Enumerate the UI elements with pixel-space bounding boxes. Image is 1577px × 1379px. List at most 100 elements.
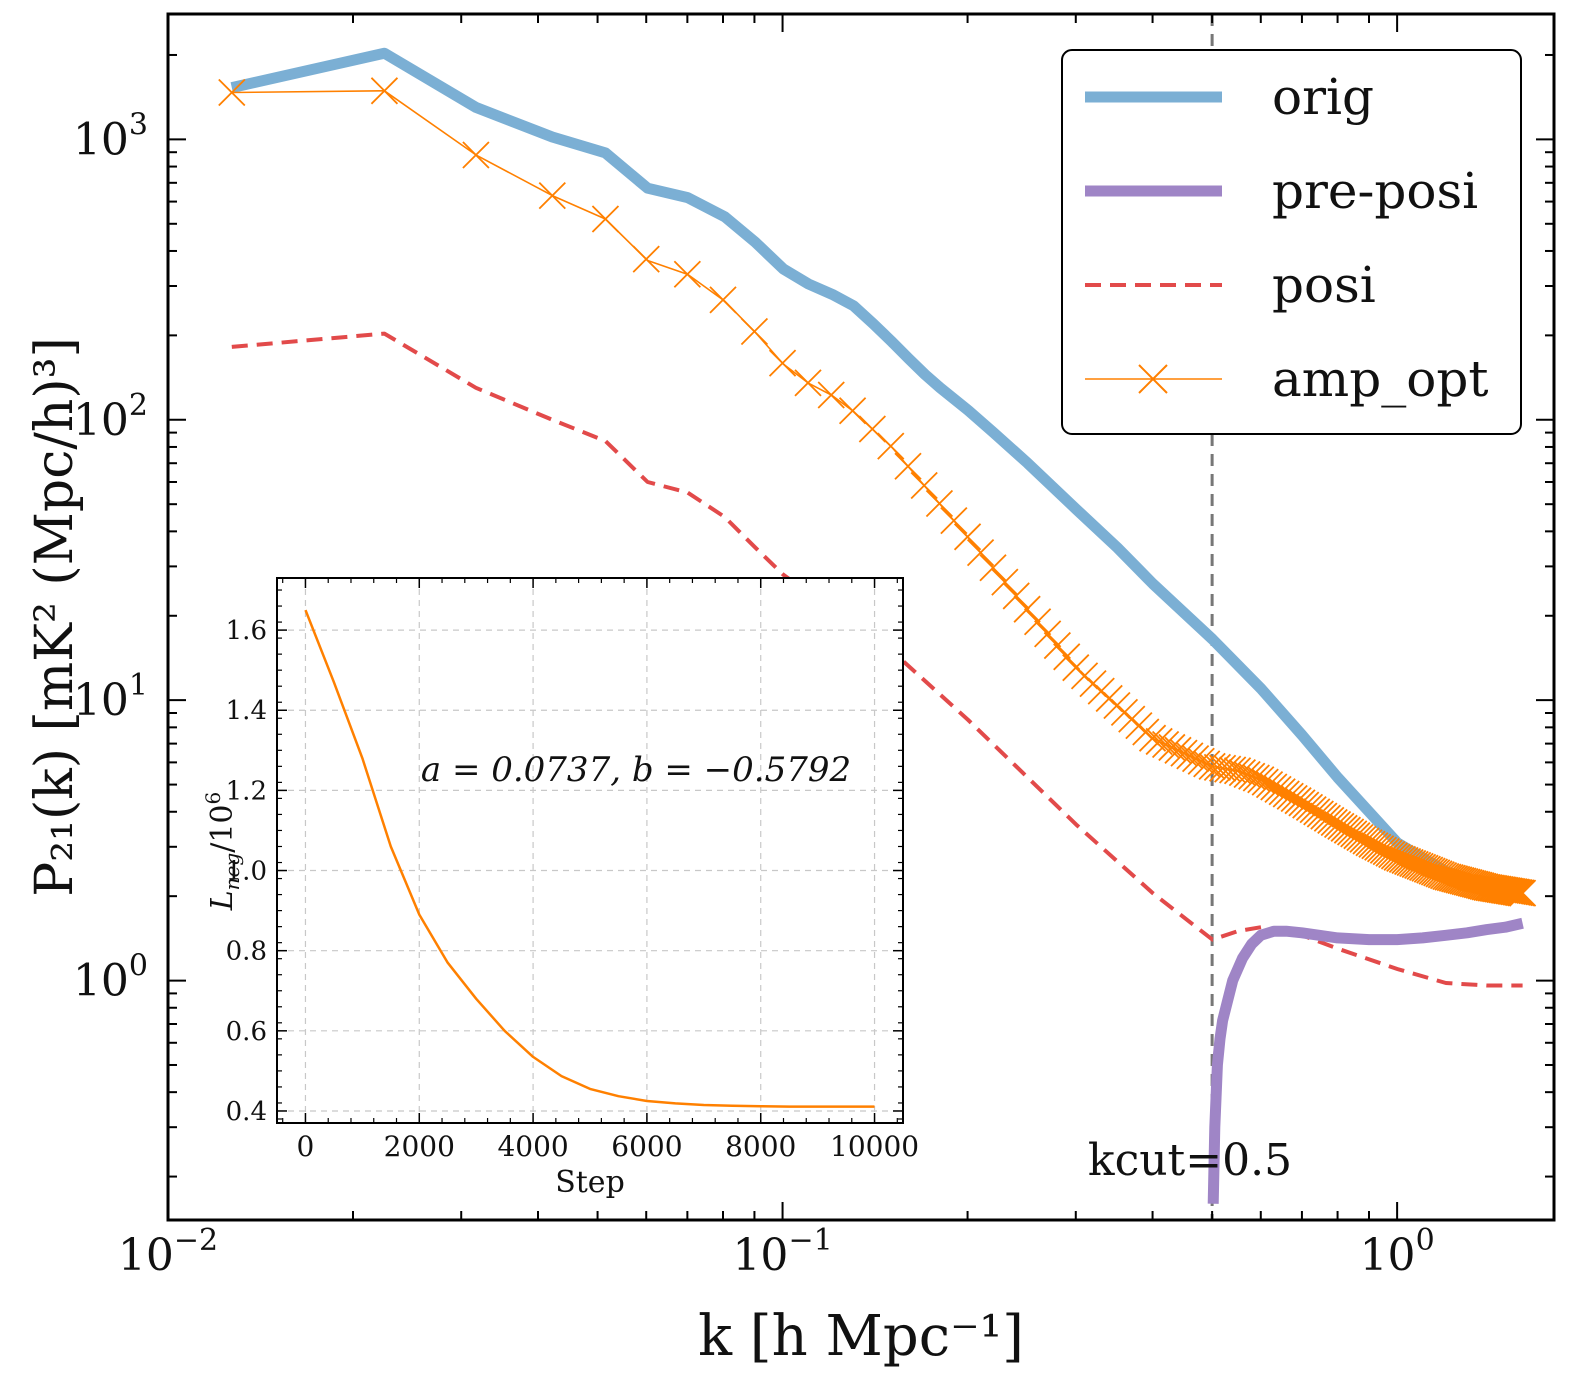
marker-amp_opt [218,78,246,107]
legend-label-pre-posi: pre-posi [1272,162,1478,220]
marker-amp_opt [1330,814,1358,842]
marker-amp_opt [1193,750,1221,778]
marker-amp_opt [370,77,399,105]
marker-amp_opt [1255,770,1284,799]
marker-amp_opt [1251,768,1279,796]
legend-label-orig: orig [1272,68,1374,126]
marker-amp_opt [1264,775,1292,804]
y-tick-exp: 0 [129,949,148,984]
y-axis-label: P₂₁(k) [mK² (Mpc/h)³] [25,337,85,896]
marker-amp_opt [940,506,968,535]
inset-x-tick-label: 4000 [497,1130,568,1163]
main-series-group [218,14,1537,1220]
marker-amp_opt [1323,810,1352,839]
legend-label-posi: posi [1272,256,1376,314]
marker-amp_opt [740,317,769,346]
y-tick-label: 100 [73,949,148,1007]
marker-amp_opt [709,286,737,314]
legend-box [1061,49,1522,435]
marker-amp_opt [1233,760,1261,789]
x-tick-base: 10 [118,1230,174,1281]
inset-y-tick-label: 1.6 [226,616,267,646]
x-tick-label: 10−1 [732,1223,832,1281]
marker-amp_opt [1333,816,1362,844]
legend-item-posi: posi [1085,256,1376,314]
y-tick-exp: 3 [129,107,148,142]
legend-item-amp_opt: amp_opt [1085,350,1488,408]
marker-amp_opt [953,523,982,551]
inset-plot: 0 2000 4000 6000 8000 10000 0.4 0.6 0.8 1.0 1.2 1.4… [201,577,919,1200]
inset-x-tick-label: 2000 [384,1130,455,1163]
inset-series-line [304,609,875,1108]
inset-annotation: a = 0.0737, b = −0.5792 [421,750,851,790]
marker-amp_opt [1505,878,1533,907]
marker-amp_opt [1320,808,1348,837]
x-tick-base: 10 [732,1230,788,1281]
legend-item-orig: orig [1085,68,1374,126]
legend-label-amp_opt: amp_opt [1272,350,1488,408]
marker-amp_opt [1503,878,1532,906]
svg-text:Lneg/106: Lneg/106 [201,792,244,911]
x-tick-label: 100 [1360,1223,1435,1281]
x-axis-label: k [h Mpc⁻¹] [698,1304,1024,1369]
y-tick-base: 10 [73,395,129,446]
marker-amp_opt [1340,820,1368,848]
inset-background [277,578,903,1123]
inset-y-tick-label: 1.4 [226,696,267,726]
marker-amp_opt [838,397,867,425]
marker-amp_opt [1502,878,1530,906]
marker-amp_opt [1500,878,1528,906]
marker-amp_opt [591,205,620,233]
inset-x-tick-label: 0 [297,1130,315,1163]
marker-amp_opt [1023,608,1052,636]
marker-amp_opt [673,260,701,288]
marker-amp_opt [966,538,995,567]
marker-amp_opt [1187,747,1215,775]
marker-amp_opt [1498,877,1526,906]
marker-amp_opt [1043,631,1072,660]
series-line-pre-posi [1207,917,1524,1204]
marker-amp_opt [1378,840,1406,869]
inset-grid [277,578,903,1123]
x-tick-exp: 0 [1416,1223,1435,1258]
marker-amp_opt [1418,857,1446,885]
marker-amp_opt [1238,762,1266,790]
marker-amp_opt [817,381,845,409]
y-tick-base: 10 [73,114,129,165]
marker-amp_opt [1223,757,1252,785]
y-tick-base: 10 [73,956,129,1007]
legend-item-pre-posi: pre-posi [1085,162,1478,220]
legend-marker-amp_opt [1138,364,1168,394]
inset-series-group [304,609,875,1108]
marker-amp_opt [1380,842,1409,870]
inset-axes-frame [276,577,904,1124]
y-tick-exp: 2 [129,388,148,423]
legend: orig pre-posi posi amp_opt [1061,49,1522,435]
marker-amp_opt [1508,879,1537,907]
y-tick-base: 10 [73,675,129,726]
marker-amp_opt [632,245,660,273]
marker-amp_opt [1336,818,1365,846]
marker-amp_opt [1420,858,1449,886]
marker-amp_opt [910,471,938,500]
marker-amp_opt [925,489,954,518]
marker-amp_opt [462,141,490,169]
marker-amp_opt [1138,724,1167,752]
main-axes-frame [166,12,1556,1222]
marker-amp_opt [1034,620,1062,648]
series-line-orig [230,47,1524,896]
kcut-label: kcut=0.5 [1088,1135,1292,1186]
marker-amp_opt [877,432,905,460]
marker-amp_opt [1013,595,1041,623]
marker-amp_opt [1247,766,1275,794]
series-line-posi [231,331,1523,988]
inset-x-tick-label: 8000 [725,1130,796,1163]
y-tick-exp: 1 [129,668,148,703]
y-tick-label: 101 [73,668,148,726]
inset-y-tick-label: 0.8 [226,937,267,967]
marker-amp_opt [1495,877,1523,905]
marker-amp_opt [1496,877,1525,905]
marker-amp_opt [794,369,822,397]
